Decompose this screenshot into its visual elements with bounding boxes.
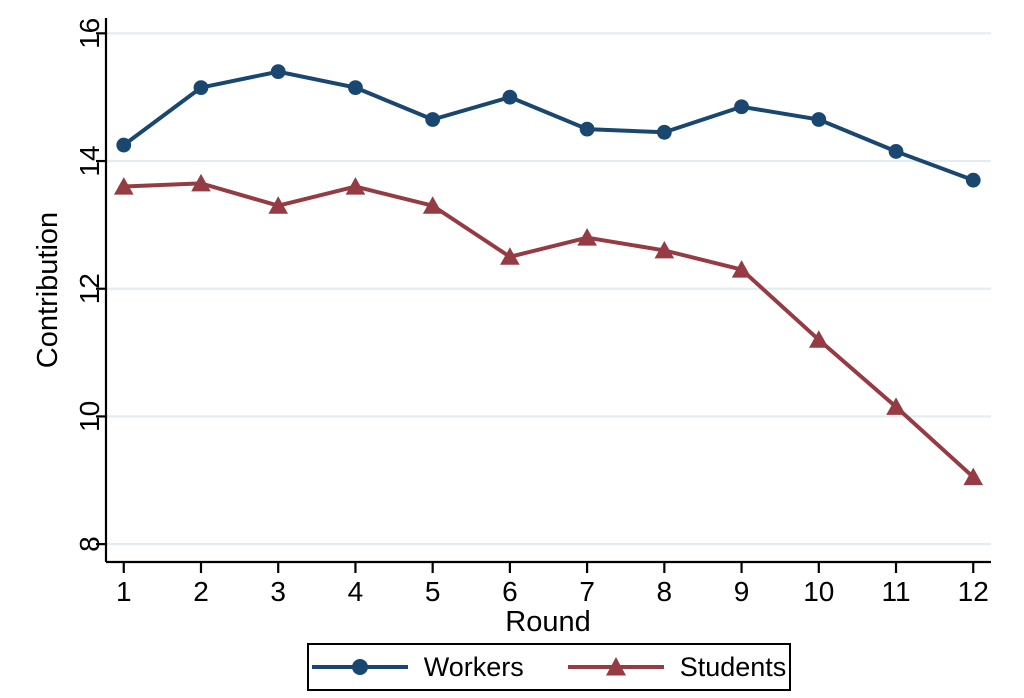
data-point-students xyxy=(963,467,984,486)
x-tick-label: 5 xyxy=(425,576,441,607)
y-tick-label: 16 xyxy=(74,18,105,49)
series-line-workers xyxy=(122,69,974,183)
data-point-students xyxy=(422,196,443,214)
x-axis-title: Round xyxy=(505,606,590,638)
data-point-workers xyxy=(425,112,441,127)
data-point-students xyxy=(191,173,211,192)
y-tick-label: 8 xyxy=(74,536,105,552)
data-point-workers xyxy=(193,80,209,95)
x-tick-label: 4 xyxy=(348,576,364,607)
legend: Workers Students xyxy=(307,643,791,691)
y-tick-label: 10 xyxy=(74,401,105,432)
x-tick-label: 1 xyxy=(116,576,132,607)
legend-label-workers: Workers xyxy=(423,651,524,682)
legend-triangle-icon xyxy=(605,657,626,676)
data-point-workers xyxy=(656,124,672,140)
y-axis-title: Contribution xyxy=(32,212,64,368)
data-point-students xyxy=(268,196,289,214)
data-series xyxy=(113,64,984,486)
data-point-workers xyxy=(811,112,827,127)
data-point-students xyxy=(577,228,597,246)
x-tick-label: 11 xyxy=(881,576,910,607)
x-tick-label: 12 xyxy=(958,576,989,607)
data-point-students xyxy=(500,247,520,265)
data-point-workers xyxy=(270,64,286,80)
legend-entry-workers: Workers xyxy=(311,651,524,682)
x-tick-label: 8 xyxy=(657,576,673,607)
legend-entry-students: Students xyxy=(567,651,787,682)
data-point-workers xyxy=(502,89,518,105)
x-tick-label: 10 xyxy=(803,576,834,607)
legend-circle-icon xyxy=(351,659,368,675)
data-point-workers xyxy=(965,172,981,188)
data-point-workers xyxy=(579,121,595,137)
y-tick-label: 12 xyxy=(74,273,105,304)
series-line-students xyxy=(123,181,975,479)
data-point-students xyxy=(808,330,829,348)
data-point-students xyxy=(731,260,752,278)
legend-label-students: Students xyxy=(679,651,787,682)
data-point-workers xyxy=(348,80,363,95)
data-point-students xyxy=(113,177,134,195)
x-tick-label: 7 xyxy=(579,576,595,607)
data-point-workers xyxy=(734,99,749,115)
data-point-students xyxy=(345,177,366,195)
data-point-workers xyxy=(116,137,132,153)
data-point-students xyxy=(654,240,675,259)
workers-line-circle-sample xyxy=(311,659,408,675)
x-tick-label: 9 xyxy=(734,576,750,607)
x-tick-label: 6 xyxy=(502,576,518,607)
data-point-workers xyxy=(888,144,904,159)
gridlines xyxy=(106,32,991,546)
x-tick-label: 3 xyxy=(270,576,286,607)
data-point-students xyxy=(886,397,906,415)
y-tick-label: 14 xyxy=(74,145,105,176)
students-line-triangle-sample xyxy=(567,657,664,676)
axes xyxy=(96,18,991,573)
x-tick-label: 2 xyxy=(193,576,209,607)
